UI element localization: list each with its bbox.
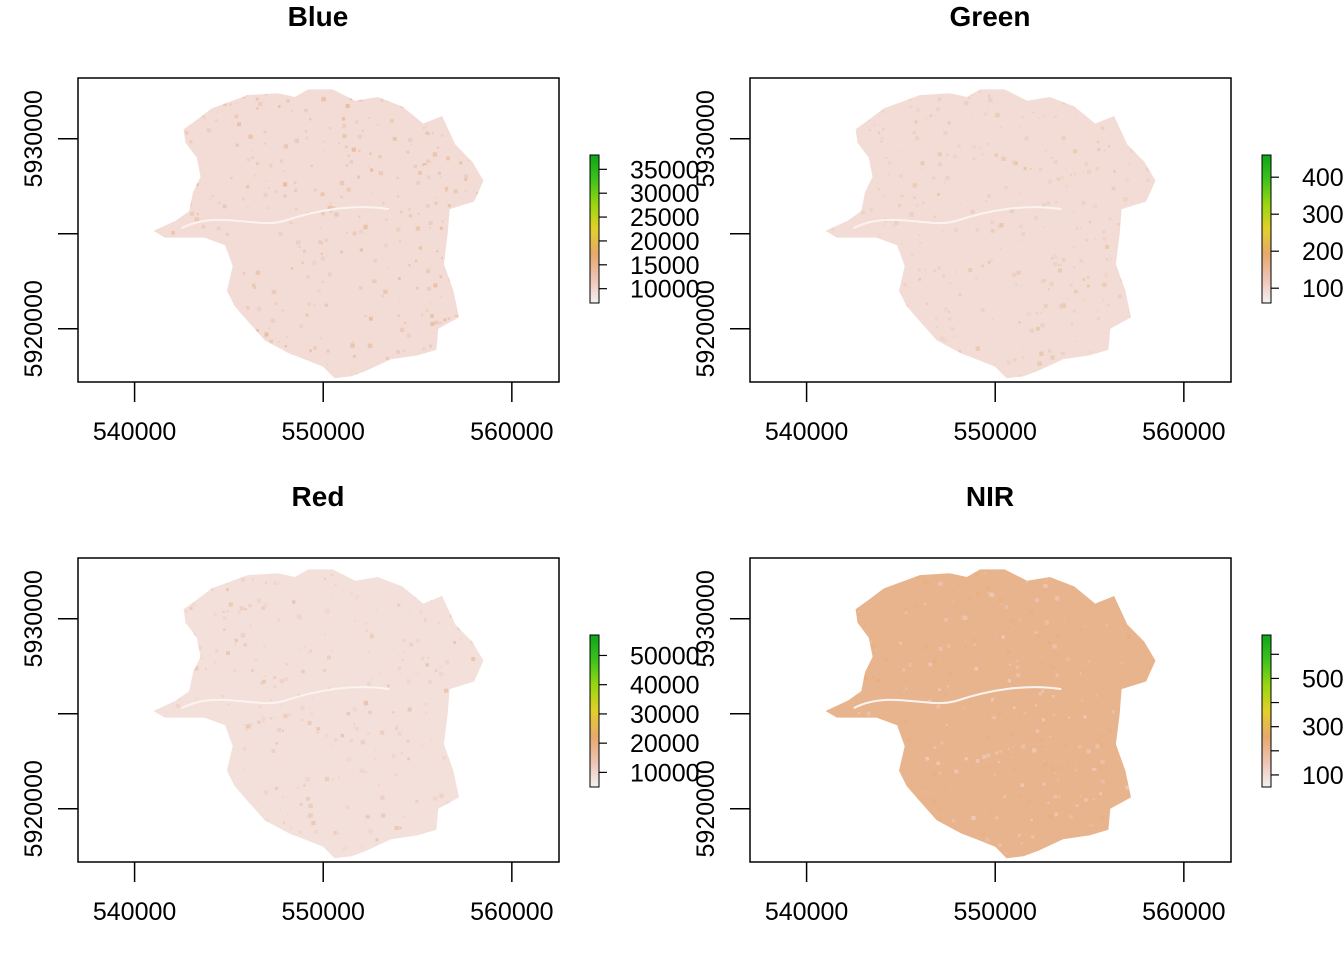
y-tick-label: 5920000 <box>20 280 48 377</box>
y-tick-label: 5920000 <box>20 760 48 857</box>
colorbar-gradient <box>589 634 600 788</box>
x-tick-label: 540000 <box>93 418 176 446</box>
y-tick-label: 5930000 <box>20 570 48 667</box>
x-tick-label: 560000 <box>1142 418 1225 446</box>
x-tick-label: 540000 <box>765 418 848 446</box>
colorbar-tick-label: 35000 <box>630 156 700 184</box>
panel-title: Blue <box>288 1 349 32</box>
panel-nir: NIR 540000 550000 560000 5920000 5930000 100 30… <box>692 481 1344 926</box>
colorbar-tick-label: 10000 <box>630 759 700 787</box>
x-tick-label: 560000 <box>1142 898 1225 926</box>
y-tick-label: 5930000 <box>20 90 48 187</box>
x-tick-label: 540000 <box>765 898 848 926</box>
raster-area <box>153 569 484 859</box>
x-tick-label: 550000 <box>281 898 364 926</box>
colorbar-tick-label: 20000 <box>630 730 700 758</box>
river-line <box>853 686 1062 709</box>
panel-title: Green <box>950 1 1031 32</box>
raster-area <box>825 89 1156 379</box>
x-tick-label: 550000 <box>281 418 364 446</box>
river-line <box>853 206 1062 229</box>
colorbar-tick-label: 10000 <box>630 276 700 304</box>
y-tick-label: 5920000 <box>692 760 720 857</box>
plot-frame <box>749 557 1232 863</box>
colorbar-tick-label: 20000 <box>630 228 700 256</box>
y-tick-label: 5930000 <box>692 570 720 667</box>
x-tick-label: 550000 <box>953 898 1036 926</box>
panel-green: Green 540000 550000 560000 5920000 5930000 100… <box>692 1 1344 446</box>
panel-title: NIR <box>966 481 1014 512</box>
x-tick-label: 560000 <box>470 418 553 446</box>
plot-frame <box>77 557 560 863</box>
colorbar: 100 300 500 <box>1261 634 1344 790</box>
colorbar-tick-label: 30000 <box>630 701 700 729</box>
colorbar-tick-label: 200 <box>1302 238 1344 266</box>
colorbar-gradient <box>1261 634 1272 788</box>
panel-blue: Blue 540000 550000 560000 5920000 5930000 1000… <box>20 1 700 446</box>
raster-area <box>153 89 484 379</box>
x-tick-label: 540000 <box>93 898 176 926</box>
colorbar-tick-label: 40000 <box>630 672 700 700</box>
colorbar-gradient <box>1261 154 1272 304</box>
colorbar-tick-label: 50000 <box>630 642 700 670</box>
y-tick-label: 5930000 <box>692 90 720 187</box>
river-line <box>181 206 390 229</box>
x-tick-label: 560000 <box>470 898 553 926</box>
plot-frame <box>749 77 1232 383</box>
colorbar-tick-label: 300 <box>1302 201 1344 229</box>
colorbar-tick-label: 25000 <box>630 204 700 232</box>
colorbar-tick-label: 500 <box>1302 665 1344 693</box>
raster-area <box>825 569 1156 859</box>
colorbar-tick-label: 100 <box>1302 762 1344 790</box>
colorbar-tick-label: 30000 <box>630 180 700 208</box>
plot-frame <box>77 77 560 383</box>
colorbar: 100 200 300 400 <box>1261 154 1344 304</box>
y-tick-label: 5920000 <box>692 280 720 377</box>
colorbar-tick-label: 100 <box>1302 275 1344 303</box>
panel-red: Red 540000 550000 560000 5920000 5930000 10000… <box>20 481 700 926</box>
colorbar-gradient <box>589 154 600 304</box>
river-line <box>181 686 390 709</box>
colorbar-tick-label: 400 <box>1302 164 1344 192</box>
x-tick-label: 550000 <box>953 418 1036 446</box>
colorbar-tick-label: 15000 <box>630 252 700 280</box>
raster-texture <box>826 89 1156 379</box>
panel-title: Red <box>292 481 345 512</box>
colorbar-tick-label: 300 <box>1302 714 1344 742</box>
